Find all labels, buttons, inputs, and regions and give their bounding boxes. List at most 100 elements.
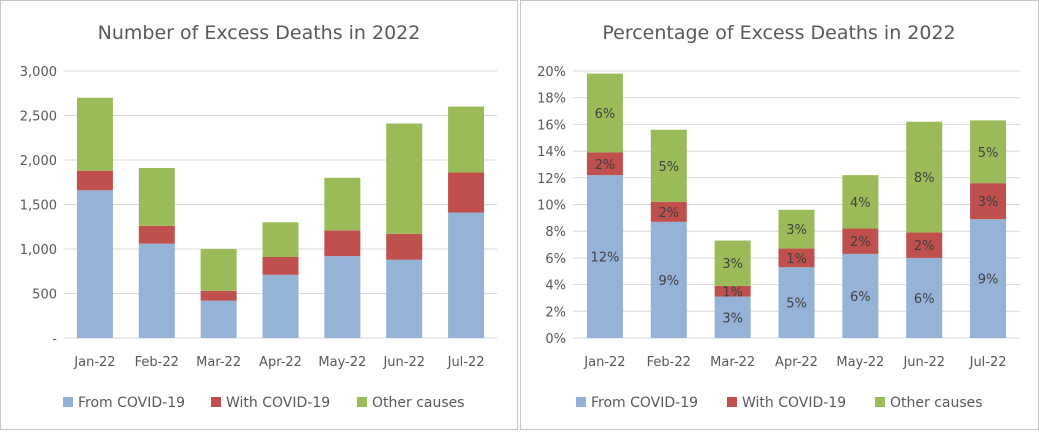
data-label: 3% [786, 223, 807, 238]
y-tick-label: 6% [545, 252, 566, 267]
bar-segment-with-covid-19 [906, 232, 943, 258]
bar-segment-with-covid-19 [586, 152, 623, 176]
data-label: 6% [595, 107, 616, 122]
bar-segment-with-covid-19 [778, 248, 815, 268]
bar-segment-from-covid-19 [138, 243, 175, 338]
bar-segment-from-covid-19 [970, 219, 1007, 338]
x-tick-label: Apr-22 [775, 355, 818, 370]
y-tick-label: 8% [545, 225, 566, 240]
bar-segment-with-covid-19 [714, 285, 751, 297]
data-label: 1% [786, 252, 807, 267]
bar-segment-from-covid-19 [650, 221, 687, 338]
data-label: 6% [850, 290, 871, 305]
legend-label: Other causes [890, 395, 983, 411]
bar-segment-with-covid-19 [386, 233, 423, 260]
bar-segment-from-covid-19 [448, 212, 485, 338]
data-label: 3% [722, 311, 743, 326]
x-tick-label: Jan-22 [73, 355, 115, 370]
x-tick-label: Feb-22 [647, 355, 691, 370]
y-tick-label: 4% [545, 279, 566, 294]
bar-segment-other-causes [714, 240, 751, 286]
y-tick-label: 3,000 [20, 65, 57, 80]
data-label: 9% [978, 273, 999, 288]
y-tick-label: - [52, 332, 57, 347]
y-tick-label: 1,000 [20, 243, 57, 258]
bar-segment-other-causes [324, 177, 361, 231]
bar-segment-other-causes [650, 129, 687, 202]
legend-swatch [727, 397, 737, 407]
y-tick-label: 16% [537, 118, 566, 133]
bar-segment-from-covid-19 [386, 259, 423, 338]
bar-segment-from-covid-19 [76, 190, 113, 338]
chart-panel-excess-deaths-percentage: Percentage of Excess Deaths in 2022 0% 2%… [520, 0, 1039, 430]
data-label: 12% [590, 251, 619, 266]
data-label: 3% [978, 195, 999, 210]
bar-segment-other-causes [586, 73, 623, 153]
data-label: 1% [722, 285, 743, 300]
y-tick-label: 2,500 [20, 110, 57, 125]
legend-swatch [211, 397, 221, 407]
bar-segment-with-covid-19 [138, 225, 175, 244]
data-label: 8% [914, 171, 935, 186]
bar-segment-from-covid-19 [200, 300, 237, 338]
x-tick-label: Jan-22 [583, 355, 625, 370]
legend-label: With COVID-19 [226, 395, 330, 411]
bar-segment-with-covid-19 [76, 170, 113, 191]
data-label: 9% [658, 274, 679, 289]
bar-segment-with-covid-19 [200, 290, 237, 301]
bar-segment-from-covid-19 [324, 256, 361, 338]
legend-label: Other causes [372, 395, 465, 411]
bar-segment-other-causes [906, 121, 943, 233]
data-label: 2% [914, 239, 935, 254]
x-tick-label: Feb-22 [135, 355, 179, 370]
bar-segment-with-covid-19 [970, 183, 1007, 220]
y-tick-label: 2% [545, 305, 566, 320]
bar-segment-from-covid-19 [262, 274, 299, 338]
y-tick-label: 12% [537, 172, 566, 187]
bar-segment-from-covid-19 [906, 257, 943, 338]
chart-excess-deaths-count: Number of Excess Deaths in 2022 - 500 1,00… [20, 22, 497, 411]
y-tick-label: 1,500 [20, 199, 57, 214]
data-label: 2% [595, 158, 616, 173]
y-tick-label: 0% [545, 332, 566, 347]
bar-segment-with-covid-19 [324, 230, 361, 257]
x-tick-label: Jul-22 [969, 355, 1007, 370]
bar-segment-from-covid-19 [586, 175, 623, 338]
bar-segment-from-covid-19 [842, 253, 879, 338]
x-tick-label: Jun-22 [382, 355, 425, 370]
y-tick-label: 20% [537, 65, 566, 80]
bar-segment-other-causes [970, 120, 1007, 184]
legend-label: From COVID-19 [78, 395, 185, 411]
bar-segment-with-covid-19 [842, 228, 879, 254]
bar-segment-other-causes [778, 209, 815, 249]
bar-segment-other-causes [76, 97, 113, 171]
data-label: 5% [658, 160, 679, 175]
data-label: 2% [850, 235, 871, 250]
bar-segment-other-causes [138, 168, 175, 226]
legend-swatch [63, 397, 73, 407]
y-tick-label: 14% [537, 145, 566, 160]
data-label: 5% [978, 146, 999, 161]
chart-title: Number of Excess Deaths in 2022 [98, 22, 421, 44]
legend-swatch [357, 397, 367, 407]
chart-title: Percentage of Excess Deaths in 2022 [602, 22, 955, 44]
bar-segment-other-causes [842, 175, 879, 229]
bar-segment-other-causes [262, 222, 299, 258]
chart-excess-deaths-percentage: Percentage of Excess Deaths in 2022 0% 2%… [537, 22, 1020, 411]
y-tick-label: 2,000 [20, 154, 57, 169]
chart-panel-excess-deaths-count: Number of Excess Deaths in 2022 - 500 1,00… [0, 0, 518, 430]
y-tick-label: 18% [537, 92, 566, 107]
legend-label: From COVID-19 [591, 395, 698, 411]
bar-segment-with-covid-19 [262, 257, 299, 275]
data-label: 5% [786, 297, 807, 312]
bar-segment-other-causes [448, 106, 485, 173]
x-tick-label: Mar-22 [710, 355, 755, 370]
data-label: 4% [850, 196, 871, 211]
x-tick-label: Jun-22 [902, 355, 945, 370]
x-tick-label: Jul-22 [447, 355, 485, 370]
bar-segment-with-covid-19 [650, 201, 687, 222]
bar-segment-with-covid-19 [448, 172, 485, 213]
bar-segment-other-causes [386, 123, 423, 234]
x-tick-label: Apr-22 [259, 355, 302, 370]
